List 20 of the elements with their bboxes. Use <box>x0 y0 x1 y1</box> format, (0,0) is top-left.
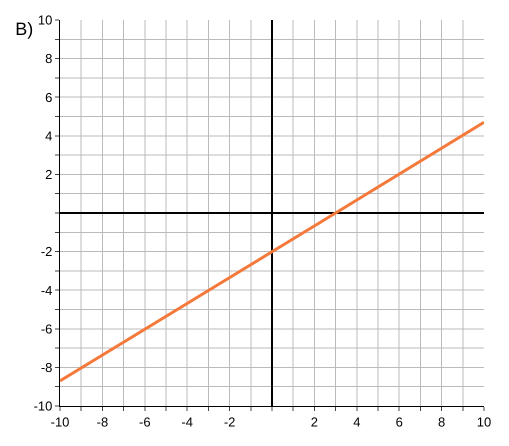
x-tick-label: 2 <box>310 414 318 430</box>
x-tick-label: -6 <box>139 414 151 430</box>
y-tick-label: 10 <box>38 12 52 28</box>
y-tick-label: -10 <box>34 398 52 414</box>
y-tick-label: 4 <box>45 128 52 144</box>
y-tick-label: 2 <box>45 166 52 182</box>
x-tick-label: -2 <box>224 414 236 430</box>
x-tick-label: 10 <box>476 414 492 430</box>
y-tick-label: -8 <box>40 360 52 375</box>
x-tick-label: -8 <box>96 414 108 430</box>
y-tick-label: 8 <box>45 51 52 66</box>
y-tick-label: -6 <box>40 321 52 336</box>
x-tick-label: 6 <box>396 414 403 430</box>
chart-title: B) <box>15 18 34 39</box>
y-tick-label: -2 <box>40 244 52 260</box>
y-tick-label: 6 <box>45 90 52 105</box>
x-tick-label: -4 <box>181 414 193 430</box>
y-tick-label: -4 <box>40 282 52 298</box>
x-tick-label: 4 <box>353 414 360 430</box>
x-tick-label: 8 <box>438 414 446 430</box>
